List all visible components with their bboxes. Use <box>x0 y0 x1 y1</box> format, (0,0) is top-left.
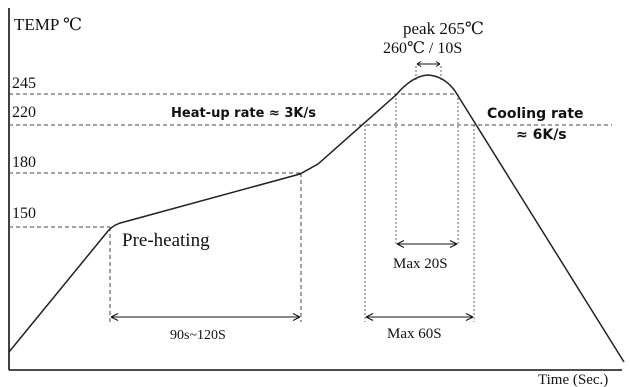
y-tick-label: 150 <box>12 205 36 222</box>
y-tick-label: 220 <box>12 104 36 121</box>
max60-arrow-head-left <box>365 313 374 321</box>
peak-arrow-head-left <box>416 61 422 67</box>
y-tick-label: 180 <box>12 154 36 171</box>
temperature-profile-curve <box>8 74 625 363</box>
peak-arrow-head-right <box>435 61 441 67</box>
preheat-span-arrow-head-right <box>292 313 301 321</box>
max60-label: Max 60S <box>387 326 442 342</box>
preheating-label: Pre-heating <box>122 230 210 251</box>
max20-label: Max 20S <box>393 256 448 272</box>
max60-arrow-head-right <box>465 313 474 321</box>
x-axis-label: Time (Sec.) <box>538 372 608 387</box>
y-axis-label: TEMP ℃ <box>14 15 82 34</box>
preheat-span-label: 90s~120S <box>170 328 226 343</box>
heatup-rate-label: Heat-up rate ≈ 3K/s <box>171 106 316 121</box>
peak-detail-label: 260℃ / 10S <box>383 40 462 57</box>
cooling-rate-label: Cooling rate <box>487 106 584 122</box>
preheat-span-arrow-head-left <box>110 313 119 321</box>
y-tick-label: 245 <box>12 75 36 92</box>
cooling-rate-value: ≈ 6K/s <box>516 127 567 143</box>
max20-arrow-head-left <box>396 240 405 248</box>
peak-label: peak 265℃ <box>403 19 484 38</box>
max20-arrow-head-right <box>449 240 458 248</box>
